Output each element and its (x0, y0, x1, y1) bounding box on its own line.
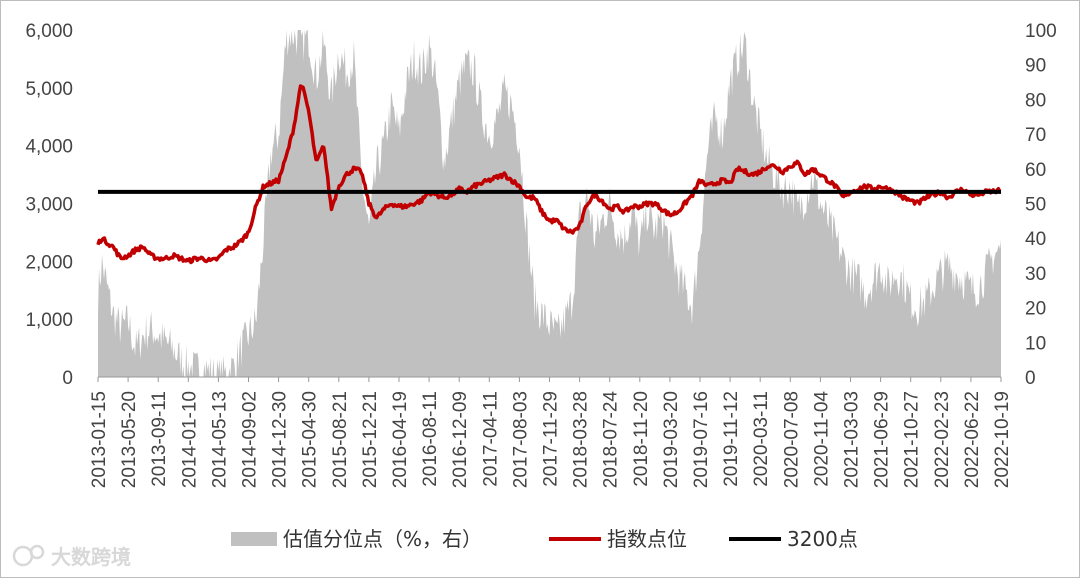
x-tick-label: 2019-03-20 (661, 391, 682, 488)
y-right-tick-label: 0 (1025, 368, 1036, 389)
x-tick-label: 2019-11-12 (721, 391, 742, 487)
y-left-tick-label: 6,000 (25, 21, 73, 42)
index-level-line (96, 84, 1002, 265)
y-right-ticks: 0 10 20 30 40 50 60 70 80 90 100 (1025, 21, 1057, 389)
y-right-tick-label: 90 (1025, 56, 1046, 77)
y-right-tick-label: 40 (1025, 229, 1046, 250)
y-left-ticks: 0 1,000 2,000 3,000 4,000 5,000 6,000 (25, 21, 73, 389)
valuation-percentile-area (98, 30, 1001, 377)
index-level-line-group (96, 84, 1002, 265)
x-ticks: 2013-01-15 2013-05-20 2013-09-11 2014-01-10… (89, 377, 1013, 488)
x-tick-label: 2020-11-04 (811, 391, 832, 487)
x-tick-label: 2019-07-16 (691, 391, 712, 488)
y-left-tick-label: 5,000 (25, 79, 73, 100)
x-tick-label: 2018-07-24 (601, 391, 622, 489)
y-left-tick-label: 1,000 (25, 310, 73, 331)
x-tick-label: 2013-01-15 (89, 391, 110, 488)
x-tick-label: 2016-04-19 (390, 391, 411, 488)
y-left-tick-label: 3,000 (25, 195, 73, 216)
x-tick-label: 2022-06-22 (962, 391, 983, 488)
y-right-tick-label: 50 (1025, 195, 1046, 216)
legend-label-area: 估值分位点（%，右） (283, 527, 482, 551)
x-tick-label: 2020-07-08 (781, 391, 802, 488)
x-tick-label: 2022-02-23 (932, 391, 953, 488)
legend-label-hline: 3200点 (787, 527, 858, 551)
x-tick-label: 2016-08-11 (420, 391, 441, 487)
x-tick-label: 2014-12-30 (270, 391, 291, 488)
y-right-tick-label: 20 (1025, 299, 1046, 320)
x-tick-label: 2015-04-30 (300, 391, 321, 488)
x-tick-label: 2018-03-28 (571, 391, 592, 488)
y-left-tick-label: 2,000 (25, 252, 73, 273)
x-tick-label: 2016-12-09 (450, 391, 471, 488)
watermark: 大数跨境 (12, 544, 131, 569)
x-tick-label: 2017-08-03 (510, 391, 531, 488)
x-tick-label: 2021-03-03 (842, 391, 863, 488)
x-tick-label: 2021-06-29 (872, 391, 893, 488)
x-tick-label: 2013-05-20 (119, 391, 140, 488)
y-left-tick-label: 0 (62, 368, 73, 389)
x-tick-label: 2018-11-20 (631, 391, 652, 487)
x-tick-label: 2015-08-21 (330, 391, 351, 488)
y-right-tick-label: 30 (1025, 264, 1046, 285)
x-tick-label: 2020-03-11 (751, 391, 772, 487)
y-right-tick-label: 10 (1025, 333, 1046, 354)
x-tick-label: 2022-10-19 (992, 391, 1013, 488)
y-right-tick-label: 70 (1025, 125, 1046, 146)
x-tick-label: 2017-04-11 (480, 391, 501, 487)
x-tick-label: 2014-01-10 (179, 391, 200, 488)
x-tick-label: 2015-12-21 (360, 391, 381, 488)
watermark-logo-icon (12, 545, 34, 567)
watermark-text: 大数跨境 (51, 545, 131, 569)
y-right-tick-label: 80 (1025, 90, 1046, 111)
watermark-logo-icon-dot (29, 544, 45, 560)
x-tick-label: 2014-09-02 (240, 391, 261, 488)
y-right-tick-label: 60 (1025, 160, 1046, 181)
y-left-tick-label: 4,000 (25, 137, 73, 158)
legend: 估值分位点（%，右） 指数点位 3200点 (231, 527, 858, 551)
x-tick-label: 2021-10-27 (902, 391, 923, 488)
legend-label-line: 指数点位 (607, 527, 687, 551)
legend-swatch-area (231, 532, 277, 546)
x-tick-label: 2013-09-11 (149, 391, 170, 487)
y-right-tick-label: 100 (1025, 21, 1057, 42)
valuation-area-path (98, 30, 1001, 377)
x-tick-label: 2014-05-13 (209, 391, 230, 488)
x-tick-label: 2017-11-29 (541, 391, 562, 487)
